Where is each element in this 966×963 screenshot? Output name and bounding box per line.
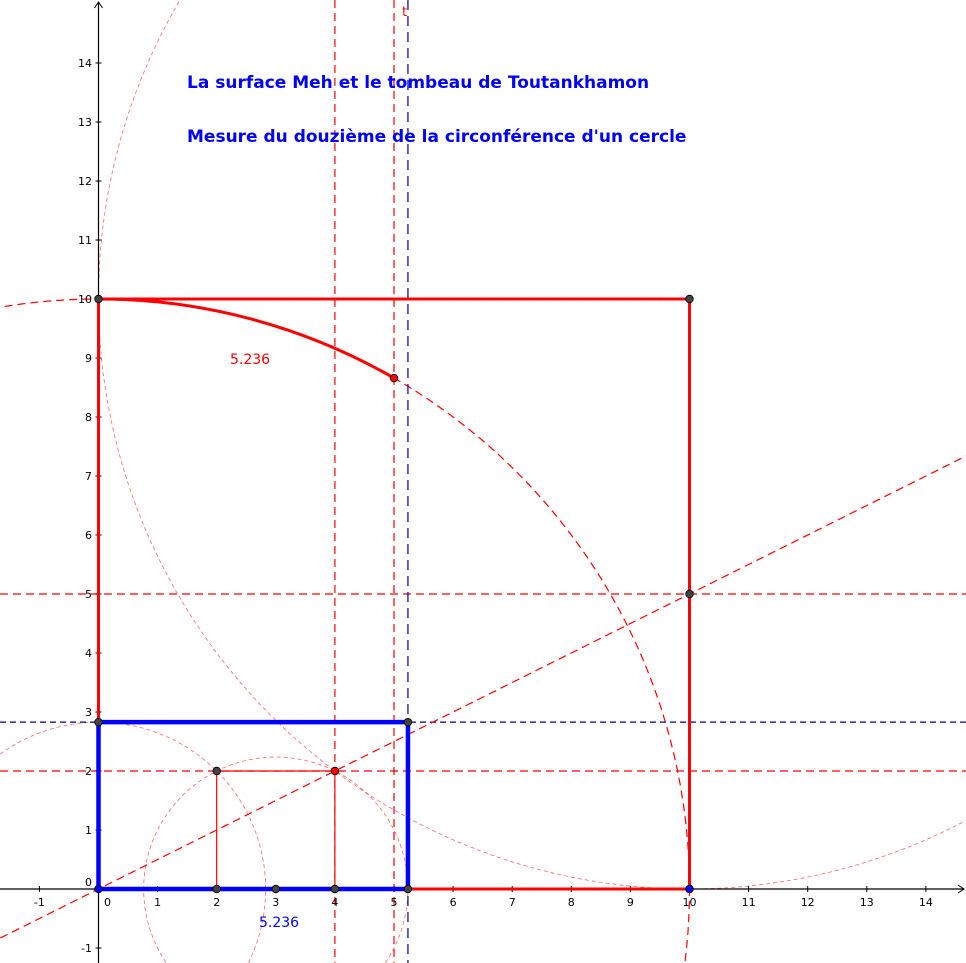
y-tick-label: 11: [78, 234, 92, 247]
y-tick-label: 13: [78, 116, 92, 129]
x-axis-arrow-icon: [957, 884, 965, 894]
y-tick-label: 6: [85, 529, 92, 542]
x-tick-label: 3: [272, 896, 279, 909]
x-tick-label: 12: [801, 896, 815, 909]
y-tick-label: 8: [85, 411, 92, 424]
red-arc: [98, 297, 395, 380]
y-tick-label: -1: [81, 942, 92, 955]
point: [94, 294, 103, 304]
dashed-circle: [143, 756, 409, 963]
point: [403, 717, 413, 727]
y-tick-label: 12: [78, 175, 92, 188]
x-tick-label: 1: [154, 896, 161, 909]
y-tick-label: 9: [85, 352, 92, 365]
point: [271, 884, 280, 894]
point: [330, 884, 340, 894]
x-tick-label: 11: [742, 896, 756, 909]
y-tick-label: 14: [78, 57, 92, 70]
dashed-circle: [0, 298, 691, 961]
point: [685, 884, 694, 894]
dashed-diagonal-line: [0, 455, 966, 939]
x-tick-label: 9: [627, 896, 634, 909]
blue-rectangle: [96, 719, 411, 892]
point: [94, 884, 103, 894]
point: [212, 884, 221, 894]
point: [330, 766, 340, 776]
x-tick-label: 13: [860, 896, 874, 909]
y-tick-label: 7: [85, 470, 92, 483]
x-tick-label: 4: [331, 896, 338, 909]
y-tick-label: 1: [85, 824, 92, 837]
y-tick-label: 5: [85, 588, 92, 601]
x-tick-label: 8: [568, 896, 575, 909]
dashed-circle: [98, 1, 965, 890]
y-tick-label: 0: [85, 876, 92, 889]
x-tick-label: 10: [683, 896, 697, 909]
y-tick-label: 4: [85, 647, 92, 660]
y-tick-label: 10: [78, 293, 92, 306]
y-tick-label: 3: [85, 706, 92, 719]
point: [403, 884, 413, 894]
base-length-label: 5.236: [259, 915, 299, 931]
point: [212, 766, 221, 776]
dashed-circle: [0, 721, 266, 963]
x-tick-label: -1: [34, 896, 45, 909]
y-tick-label: 2: [85, 765, 92, 778]
x-tick-label: 2: [213, 896, 220, 909]
point: [94, 717, 103, 727]
line-t-label: t: [402, 5, 407, 20]
point: [389, 373, 399, 383]
point: [685, 294, 694, 304]
x-tick-label: 14: [919, 896, 933, 909]
y-axis-arrow-icon: [94, 1, 103, 9]
x-tick-label: 5: [391, 896, 398, 909]
title-line-1: La surface Meh et le tombeau de Toutankh…: [187, 73, 650, 93]
x-tick-label: 0: [104, 896, 111, 909]
point: [685, 589, 694, 599]
title-line-2: Mesure du douzième de la circonférence d…: [187, 127, 687, 147]
arc-length-label: 5.236: [230, 352, 270, 368]
x-tick-label: 7: [509, 896, 516, 909]
x-tick-label: 6: [450, 896, 457, 909]
